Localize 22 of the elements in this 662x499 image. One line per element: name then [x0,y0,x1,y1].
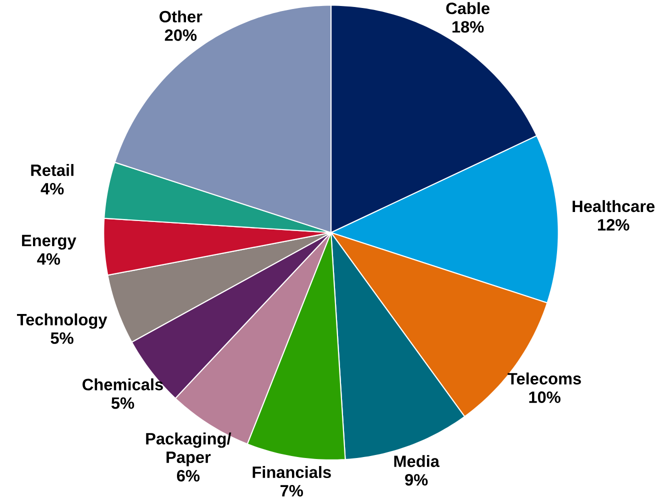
slice-label: Technology [16,314,108,329]
data-label: 6% [176,470,200,482]
data-label: 18% [452,21,484,33]
slice-label: Cable [446,2,490,14]
data-label: 7% [280,485,303,497]
data-label: 9% [405,474,428,486]
slice-label: Retail [31,164,74,176]
slice-label: Media [394,455,440,468]
data-label: 10% [529,392,560,404]
slice-label: Energy [22,235,76,250]
data-label: 12% [598,219,630,231]
slice-label: Healthcare [572,200,655,212]
data-label: 20% [164,30,197,42]
slice-label: Financials [252,466,331,478]
slice-label: Packaging/ Paper [146,432,232,466]
slice-label: Telecoms [508,372,581,385]
data-label: 5% [111,398,134,410]
slice-label: Chemicals [82,378,163,390]
data-label: 4% [37,253,60,265]
data-label: 5% [50,332,74,344]
data-label: 4% [40,183,64,195]
slice-label: Other [160,10,202,23]
